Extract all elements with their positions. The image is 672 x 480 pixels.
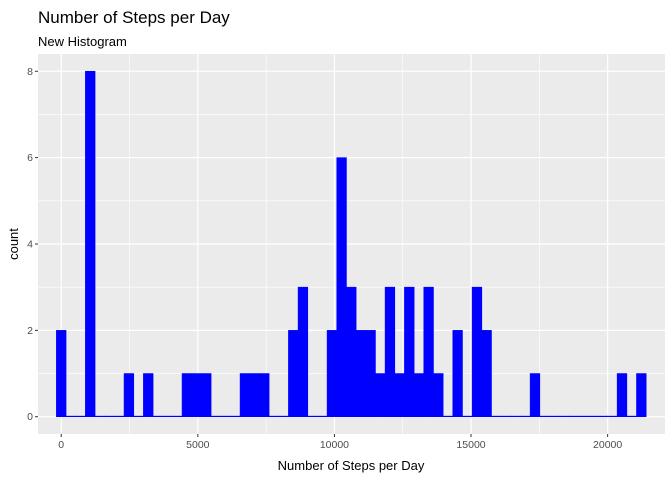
x-axis-title: Number of Steps per Day — [278, 458, 425, 473]
histogram-bar — [143, 373, 154, 418]
histogram-bar — [558, 415, 570, 418]
histogram-bar — [220, 415, 231, 418]
histogram-bar — [239, 373, 251, 418]
histogram-bar — [152, 415, 164, 418]
histogram-bar — [491, 415, 502, 418]
histogram-bar — [394, 373, 405, 418]
histogram-bar — [578, 415, 589, 418]
histogram-bar — [230, 415, 241, 418]
y-tick-label: 8 — [27, 66, 33, 78]
histogram-bar — [75, 415, 86, 418]
histogram-bar — [568, 415, 579, 418]
x-tick-label: 0 — [58, 439, 64, 451]
y-axis-title: count — [6, 228, 21, 260]
histogram-bar — [65, 415, 77, 418]
histogram-bar — [278, 415, 289, 418]
histogram-bar — [191, 373, 202, 418]
histogram-bar — [355, 330, 367, 418]
histogram-bar — [259, 373, 270, 418]
histogram-bar — [529, 373, 541, 418]
histogram-bar — [481, 330, 492, 418]
histogram-bar — [539, 415, 550, 418]
histogram-bar — [268, 415, 280, 418]
histogram-bar — [423, 286, 434, 418]
x-tick-label: 10000 — [320, 439, 349, 451]
y-tick-label: 2 — [27, 325, 33, 337]
histogram-bar — [587, 415, 599, 418]
histogram-bar — [94, 415, 106, 418]
histogram-bar — [471, 286, 483, 418]
x-tick-label: 15000 — [456, 439, 485, 451]
histogram-bar — [365, 330, 376, 418]
chart-subtitle: New Histogram — [38, 34, 127, 49]
histogram-bar — [442, 415, 454, 418]
histogram-bar — [326, 330, 338, 418]
histogram-bar — [56, 330, 67, 418]
histogram-bar — [201, 373, 212, 418]
histogram-bar — [104, 415, 115, 418]
histogram-bar — [636, 373, 647, 418]
histogram-bar — [520, 415, 531, 418]
histogram-bar — [85, 70, 96, 418]
histogram-bar — [123, 373, 135, 418]
histogram-bar — [549, 415, 560, 418]
histogram-bar — [452, 330, 463, 418]
histogram-bar — [500, 415, 512, 418]
histogram-bar — [404, 286, 415, 418]
x-tick-label: 5000 — [186, 439, 210, 451]
histogram-bar — [607, 415, 618, 418]
histogram-bar — [413, 373, 425, 418]
histogram-bar — [297, 286, 309, 418]
histogram-bar — [307, 415, 318, 418]
histogram-bars — [56, 70, 647, 418]
y-tick-label: 4 — [27, 239, 33, 251]
histogram-bar — [384, 286, 396, 418]
histogram-bar — [433, 373, 444, 418]
histogram-bar — [616, 373, 628, 418]
histogram-bar — [288, 330, 299, 418]
histogram-bar — [346, 286, 357, 418]
histogram-bar — [462, 415, 473, 418]
histogram-bar — [510, 415, 521, 418]
histogram-bar — [114, 415, 125, 418]
histogram-bar — [249, 373, 260, 418]
chart-title: Number of Steps per Day — [38, 8, 230, 27]
histogram-bar — [210, 415, 222, 418]
x-tick-label: 20000 — [593, 439, 622, 451]
histogram-bar — [317, 415, 328, 418]
y-tick-label: 0 — [27, 411, 33, 423]
histogram-bar — [181, 373, 193, 418]
y-tick-label: 6 — [27, 152, 33, 164]
histogram-bar — [375, 373, 386, 418]
histogram-bar — [133, 415, 144, 418]
histogram-bar — [626, 415, 637, 418]
histogram-bar — [336, 157, 347, 418]
histogram-bar — [162, 415, 173, 418]
histogram-bar — [172, 415, 183, 418]
axis-ticks: 0 5000 10000 15000 20000 0 2 4 6 8 — [27, 66, 622, 451]
histogram-bar — [597, 415, 608, 418]
